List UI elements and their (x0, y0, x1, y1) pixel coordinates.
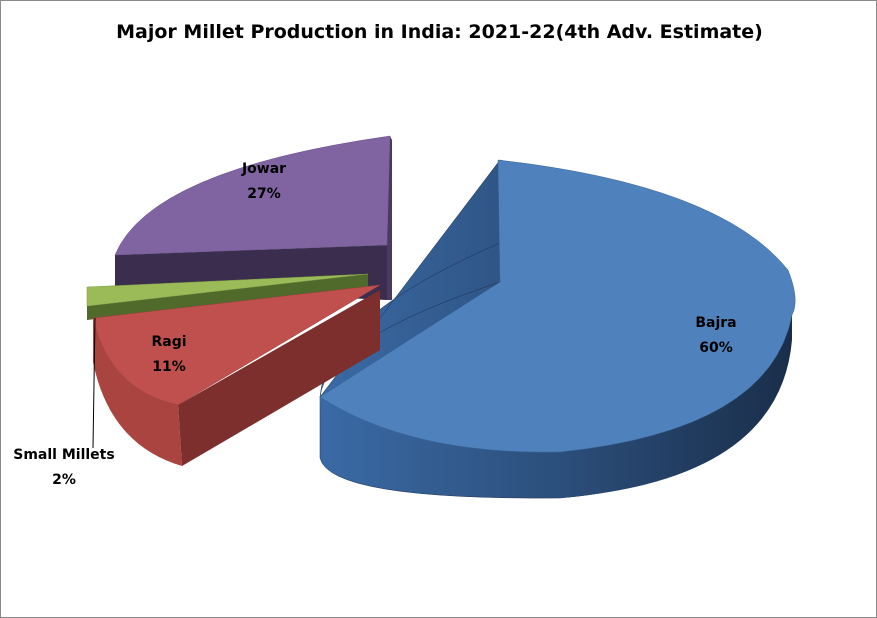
label-ragi-name: Ragi (151, 334, 186, 350)
label-ragi-pct: 11% (152, 359, 186, 375)
label-small-millets-name: Small Millets (13, 447, 114, 463)
slice-jowar-edge (387, 136, 392, 300)
small-millets-leader-line (92, 317, 96, 449)
slice-ragi (92, 284, 381, 466)
label-bajra-pct: 60% (699, 340, 733, 356)
label-bajra-name: Bajra (695, 315, 736, 331)
slice-jowar-top (114, 135, 391, 256)
label-jowar-name: Jowar (241, 161, 286, 177)
chart-title: Major Millet Production in India: 2021-2… (116, 21, 763, 43)
slice-bajra-outer-wall (320, 300, 792, 498)
slice-bajra (319, 159, 796, 499)
slice-small-millets (86, 273, 369, 320)
slice-ragi-top (92, 284, 381, 406)
slice-ragi-side-dark (178, 290, 380, 466)
slice-small-millets-side (87, 274, 368, 320)
label-small-millets-pct: 2% (52, 472, 76, 488)
label-jowar-pct: 27% (247, 186, 281, 202)
slice-small-millets-top (86, 273, 369, 307)
slice-bajra-top (319, 159, 796, 453)
slice-ragi-front (93, 318, 182, 466)
